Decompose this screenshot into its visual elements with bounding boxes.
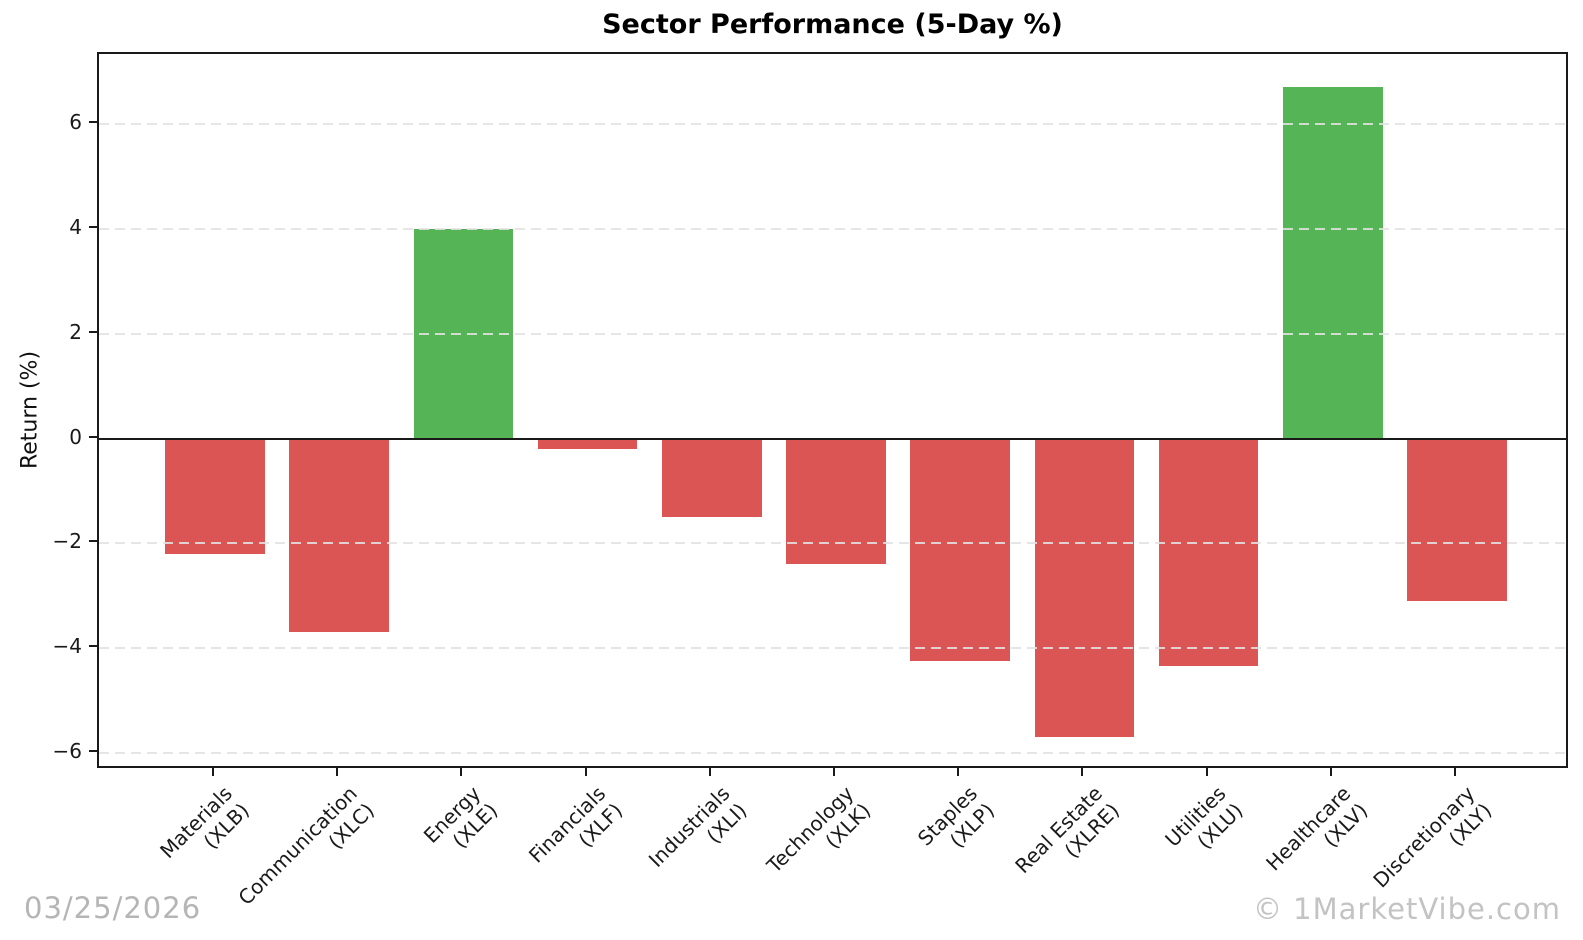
x-tick-label: Energy (XLE) <box>419 781 503 865</box>
bar-materials <box>165 438 265 554</box>
y-tick-label: −2 <box>52 529 82 554</box>
plot-area <box>97 52 1568 768</box>
x-axis-tick <box>708 768 711 776</box>
x-axis-tick <box>1081 768 1084 776</box>
x-axis-tick <box>1329 768 1332 776</box>
y-axis-tick <box>89 645 97 648</box>
x-tick-label: Utilities (XLU) <box>1161 781 1248 869</box>
y-tick-label: 2 <box>69 319 82 344</box>
y-axis-tick <box>89 225 97 228</box>
x-tick-label: Materials (XLB) <box>155 781 254 880</box>
bar-real-estate <box>1034 438 1135 738</box>
x-axis-tick <box>1454 768 1456 776</box>
gridline <box>99 123 1566 126</box>
x-axis-tick <box>833 768 835 776</box>
y-tick-label: 0 <box>69 424 82 449</box>
gridline <box>99 542 1566 545</box>
x-tick-label: Technology (XLK) <box>762 781 876 895</box>
y-axis-label: Return (%) <box>17 350 43 470</box>
x-tick-label: Staples (XLP) <box>913 781 1000 868</box>
y-axis-tick <box>89 749 97 752</box>
zero-line <box>99 437 1566 440</box>
gridline <box>99 647 1566 650</box>
bar-technology <box>786 438 886 565</box>
x-axis-tick <box>584 768 587 776</box>
y-axis-tick <box>89 540 97 543</box>
bar-industrials <box>662 438 762 518</box>
brand-watermark: © 1MarketVibe.com <box>1252 892 1561 926</box>
chart-title: Sector Performance (5-Day %) <box>602 9 1063 40</box>
x-axis-tick <box>460 768 463 776</box>
bar-financials <box>537 438 638 449</box>
x-tick-label: Financials (XLF) <box>524 781 627 885</box>
gridline <box>99 751 1566 754</box>
x-tick-label: Discretionary (XLY) <box>1368 781 1496 909</box>
x-axis-tick <box>957 768 960 776</box>
gridline <box>99 227 1566 230</box>
date-watermark: 03/25/2026 <box>24 891 202 925</box>
x-axis-tick <box>1205 768 1208 776</box>
x-axis-tick <box>336 768 339 776</box>
x-tick-label: Real Estate (XLRE) <box>1010 781 1124 895</box>
y-axis-tick <box>89 435 97 438</box>
gridline <box>99 332 1566 335</box>
x-axis-tick <box>212 768 214 776</box>
y-tick-label: −4 <box>52 634 82 659</box>
y-axis-tick <box>89 330 97 333</box>
bar-staples <box>910 438 1010 662</box>
x-tick-label: Communication (XLC) <box>233 781 379 927</box>
bar-discretionary <box>1407 438 1507 601</box>
y-tick-label: 6 <box>69 110 82 135</box>
y-tick-label: −6 <box>52 738 82 763</box>
y-tick-label: 4 <box>69 214 82 239</box>
bar-utilities <box>1158 438 1259 667</box>
y-axis-tick <box>89 121 97 124</box>
x-tick-label: Industrials (XLI) <box>643 781 751 889</box>
bar-communication <box>289 438 389 633</box>
x-tick-label: Healthcare (XLV) <box>1261 781 1372 892</box>
bar-healthcare <box>1283 87 1383 439</box>
